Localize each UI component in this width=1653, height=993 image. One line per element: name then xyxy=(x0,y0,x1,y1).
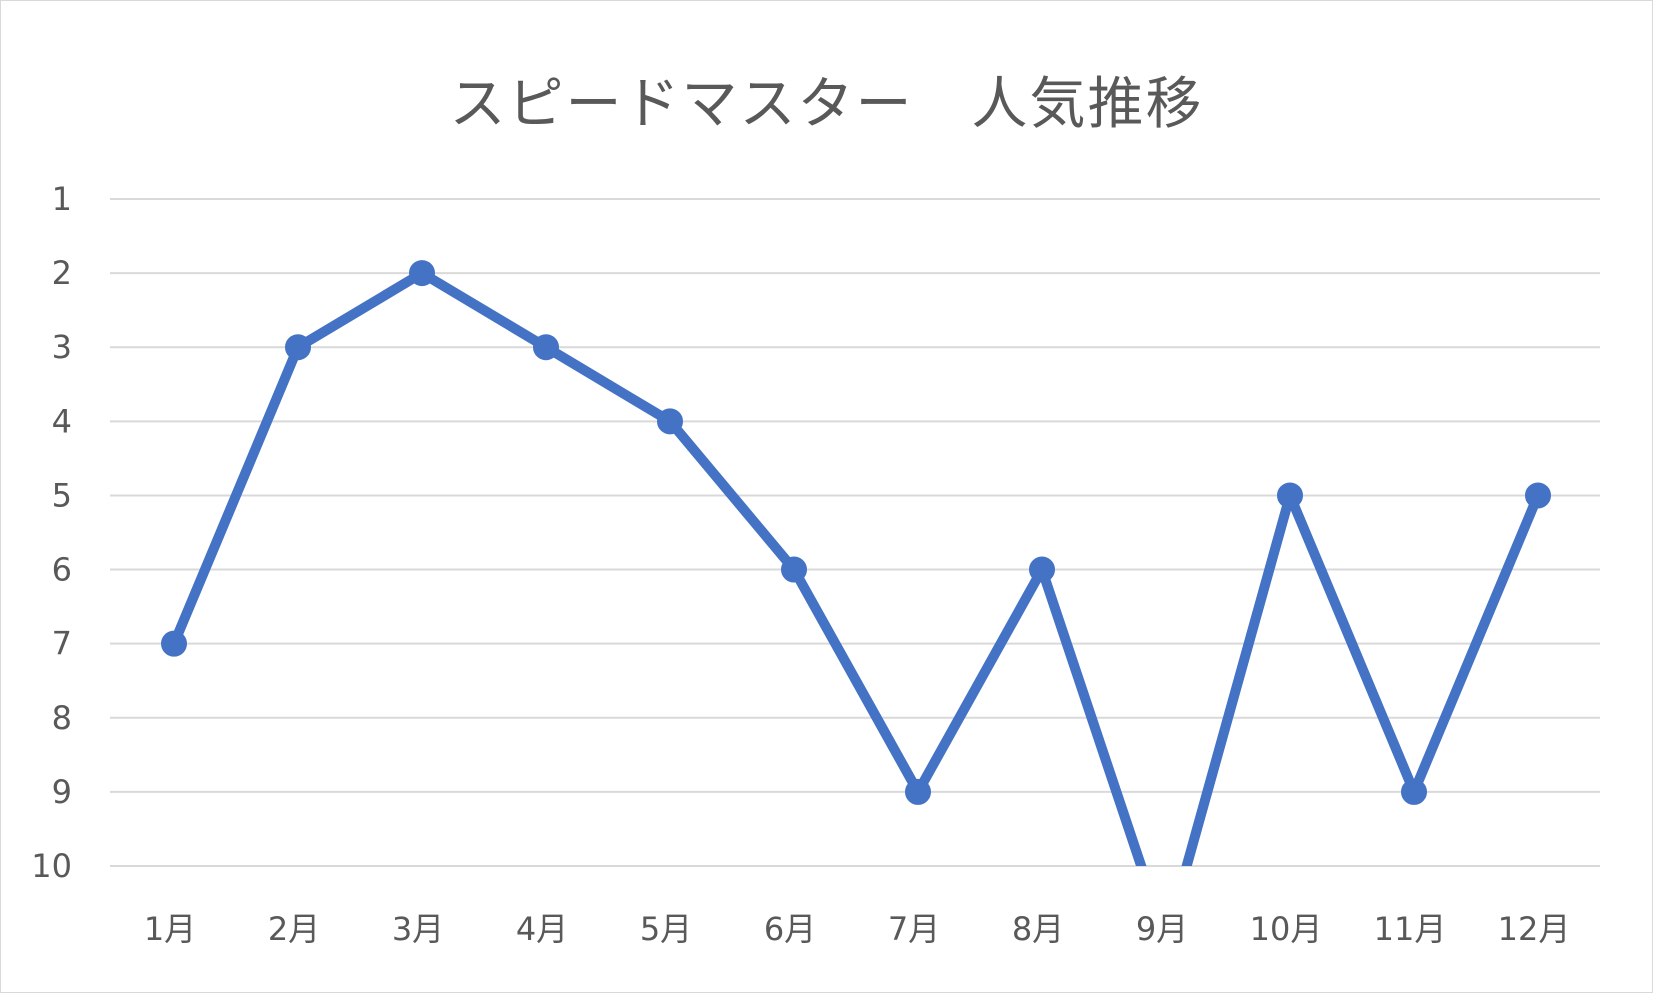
chart-title: スピードマスター 人気推移 xyxy=(449,72,1204,137)
y-tick-label: 6 xyxy=(52,551,72,589)
data-point xyxy=(657,408,683,435)
data-point xyxy=(905,778,931,805)
gridlines xyxy=(110,198,1600,867)
y-tick-label: 9 xyxy=(52,773,72,811)
data-point xyxy=(409,260,435,287)
data-point xyxy=(1277,482,1303,509)
y-tick-label: 2 xyxy=(52,254,72,292)
x-tick-label: 2月 xyxy=(268,910,320,948)
data-point xyxy=(1525,482,1551,509)
series-line xyxy=(169,268,1543,866)
x-tick-label: 4月 xyxy=(516,910,568,948)
x-tick-label: 6月 xyxy=(764,910,816,948)
y-tick-label: 5 xyxy=(52,476,72,514)
y-tick-label: 8 xyxy=(52,699,72,737)
data-point xyxy=(161,630,187,657)
x-tick-label: 7月 xyxy=(888,910,940,948)
data-point xyxy=(781,556,807,583)
series-layer xyxy=(161,260,1551,866)
data-point xyxy=(1401,778,1427,805)
x-axis-ticks: 1月 2月 3月 4月 5月 6月 7月 8月 9月 10月 11月 12月 xyxy=(144,910,1571,948)
x-tick-label: 11月 xyxy=(1374,910,1447,948)
y-tick-label: 4 xyxy=(52,402,72,440)
x-tick-label: 8月 xyxy=(1012,910,1064,948)
x-tick-label: 10月 xyxy=(1250,910,1323,948)
x-tick-label: 9月 xyxy=(1136,910,1188,948)
y-axis-ticks: 1 2 3 4 5 6 7 8 9 10 xyxy=(31,180,72,885)
data-point xyxy=(285,334,311,361)
data-point xyxy=(1029,556,1055,583)
x-tick-label: 12月 xyxy=(1498,910,1571,948)
y-tick-label: 1 xyxy=(52,180,72,218)
y-tick-label: 7 xyxy=(52,625,72,663)
x-tick-label: 3月 xyxy=(392,910,444,948)
y-tick-label: 10 xyxy=(31,847,72,885)
x-tick-label: 5月 xyxy=(640,910,692,948)
x-tick-label: 1月 xyxy=(144,910,196,948)
data-point xyxy=(533,334,559,361)
y-tick-label: 3 xyxy=(52,328,72,366)
